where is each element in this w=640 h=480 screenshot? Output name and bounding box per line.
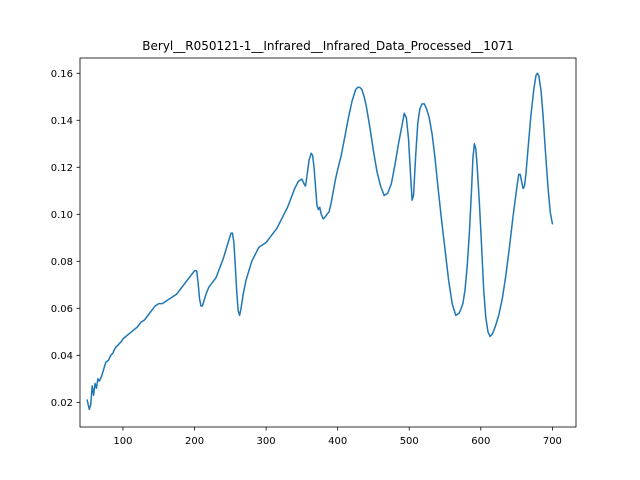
y-tick-label: 0.12 <box>51 163 73 174</box>
y-tick-label: 0.02 <box>51 398 73 409</box>
plot-area-frame <box>79 57 577 428</box>
chart-title: Beryl__R050121-1__Infrared__Infrared_Dat… <box>142 39 513 53</box>
x-tick-label: 300 <box>257 436 276 447</box>
x-axis: 100 200 300 400 500 600 700 <box>113 427 562 447</box>
y-tick-label: 0.10 <box>51 210 73 221</box>
x-tick-label: 700 <box>543 436 562 447</box>
x-tick-label: 500 <box>400 436 419 447</box>
spectrum-line <box>86 72 554 411</box>
y-tick-label: 0.14 <box>51 116 73 127</box>
y-tick-label: 0.06 <box>51 304 73 315</box>
y-axis: 0.02 0.04 0.06 0.08 0.10 0.12 0.14 0.16 <box>51 69 80 409</box>
x-tick-label: 600 <box>471 436 490 447</box>
x-tick-label: 100 <box>113 436 132 447</box>
x-tick-label: 200 <box>185 436 204 447</box>
y-tick-label: 0.08 <box>51 257 73 268</box>
x-tick-label: 400 <box>328 436 347 447</box>
y-tick-label: 0.16 <box>51 69 73 80</box>
y-tick-label: 0.04 <box>51 351 73 362</box>
